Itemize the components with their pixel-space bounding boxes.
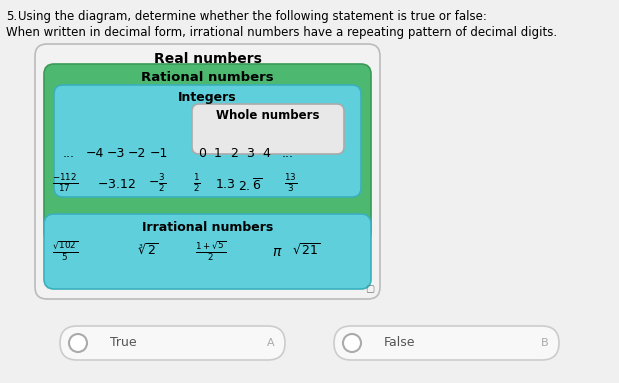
Text: 2: 2	[230, 147, 238, 160]
Text: Whole numbers: Whole numbers	[216, 109, 320, 122]
Text: $\sqrt[3]{2}$: $\sqrt[3]{2}$	[138, 243, 159, 258]
Text: 3: 3	[246, 147, 254, 160]
FancyBboxPatch shape	[44, 64, 371, 242]
Text: Integers: Integers	[178, 91, 237, 104]
Text: $\sqrt{21}$: $\sqrt{21}$	[292, 243, 321, 258]
Circle shape	[343, 334, 361, 352]
Text: Real numbers: Real numbers	[154, 52, 261, 66]
Text: −3: −3	[107, 147, 126, 160]
Circle shape	[69, 334, 87, 352]
Text: $-\frac{3}{2}$: $-\frac{3}{2}$	[148, 172, 166, 194]
Text: ...: ...	[282, 147, 294, 160]
Text: Irrational numbers: Irrational numbers	[142, 221, 273, 234]
Text: $1.3$: $1.3$	[215, 178, 236, 191]
FancyBboxPatch shape	[44, 214, 371, 289]
FancyBboxPatch shape	[35, 44, 380, 299]
Text: $\frac{-112}{17}$: $\frac{-112}{17}$	[52, 172, 78, 194]
Text: True: True	[110, 337, 137, 350]
Text: $\frac{1}{2}$: $\frac{1}{2}$	[193, 172, 201, 194]
Text: $-3.12$: $-3.12$	[97, 178, 136, 191]
Text: 0: 0	[198, 147, 206, 160]
Text: −2: −2	[128, 147, 146, 160]
Text: A: A	[267, 338, 275, 348]
Text: $\frac{13}{3}$: $\frac{13}{3}$	[284, 172, 297, 194]
Text: $\pi$: $\pi$	[272, 245, 282, 259]
Text: 4: 4	[262, 147, 270, 160]
Text: $\frac{1+\sqrt{5}}{2}$: $\frac{1+\sqrt{5}}{2}$	[195, 240, 227, 263]
FancyBboxPatch shape	[60, 326, 285, 360]
Text: 1: 1	[214, 147, 222, 160]
Text: Using the diagram, determine whether the following statement is true or false:: Using the diagram, determine whether the…	[18, 10, 487, 23]
Text: False: False	[384, 337, 415, 350]
Text: −1: −1	[150, 147, 168, 160]
Text: ▢: ▢	[365, 284, 374, 294]
Text: Rational numbers: Rational numbers	[141, 71, 274, 84]
FancyBboxPatch shape	[192, 104, 344, 154]
Text: When written in decimal form, irrational numbers have a repeating pattern of dec: When written in decimal form, irrational…	[6, 26, 557, 39]
Text: 5.: 5.	[6, 10, 17, 23]
FancyBboxPatch shape	[334, 326, 559, 360]
Text: −4: −4	[86, 147, 105, 160]
Text: $\frac{\sqrt{102}}{5}$: $\frac{\sqrt{102}}{5}$	[52, 240, 79, 263]
Text: ...: ...	[63, 147, 75, 160]
Text: $2.\overline{6}$: $2.\overline{6}$	[238, 178, 262, 194]
FancyBboxPatch shape	[54, 85, 361, 197]
Text: B: B	[542, 338, 549, 348]
